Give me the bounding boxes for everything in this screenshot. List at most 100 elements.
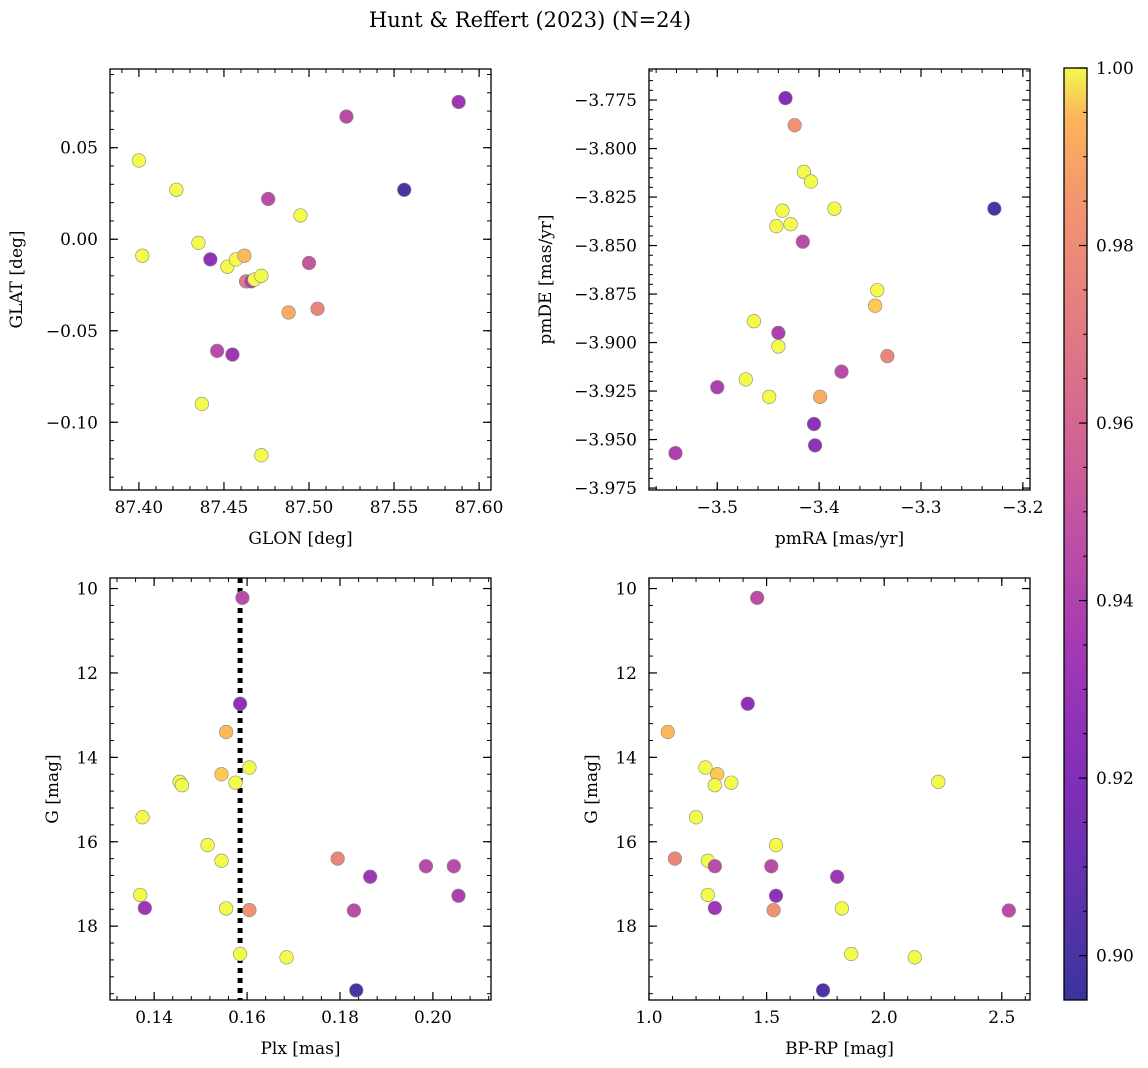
points-cmd — [660, 590, 1016, 998]
data-point — [191, 235, 206, 250]
ytick-label: −3.825 — [574, 188, 637, 208]
data-point — [137, 900, 152, 916]
data-point — [768, 838, 784, 853]
ytick-label: 16 — [615, 833, 637, 853]
y-axis-label: pmDE [mas/yr] — [536, 214, 556, 344]
ytick-label: −3.800 — [574, 140, 637, 160]
axes-frame — [648, 68, 1031, 491]
axes-frame — [648, 577, 1031, 1001]
xtick-label: 1.5 — [753, 1008, 780, 1028]
panel-sky: 87.40 87.45 87.50 87.55 87.60 −0.10 −0.05 0.00 0… — [7, 68, 504, 549]
data-point — [806, 416, 822, 432]
data-point — [451, 888, 466, 903]
data-point — [235, 590, 250, 605]
data-point — [738, 372, 753, 387]
data-point — [707, 900, 722, 916]
data-point — [418, 859, 434, 874]
data-point — [668, 446, 683, 461]
data-point — [1001, 903, 1016, 918]
ytick-label: 14 — [615, 748, 637, 768]
data-point — [740, 696, 755, 711]
data-point — [194, 396, 209, 412]
ticks-pm — [649, 69, 1030, 490]
data-point — [830, 869, 845, 884]
panel-plx: 0.14 0.16 0.18 0.20 10 12 14 16 18 Plx [mas] G [ma… — [43, 577, 492, 1059]
xtick-label: 0.20 — [414, 1008, 452, 1028]
ytick-label: −3.975 — [574, 479, 637, 499]
data-point — [700, 887, 715, 903]
data-point — [214, 853, 229, 868]
data-point — [339, 109, 354, 124]
data-point — [667, 851, 682, 866]
xtick-label: −3.3 — [900, 498, 941, 518]
data-point — [174, 778, 190, 793]
data-point — [707, 778, 722, 793]
data-point — [787, 118, 802, 133]
colorbar-tick-label: 0.96 — [1096, 414, 1134, 434]
axes-frame — [109, 68, 492, 491]
data-point — [795, 234, 810, 249]
xtick-label: 87.60 — [455, 498, 504, 518]
data-point — [768, 888, 784, 903]
ytick-label: 18 — [615, 917, 637, 937]
data-point — [210, 343, 225, 358]
data-point — [834, 364, 849, 379]
data-point — [783, 217, 798, 232]
data-point — [764, 859, 779, 874]
data-point — [293, 208, 308, 223]
data-point — [762, 389, 777, 404]
data-point — [807, 438, 823, 453]
colorbar: 0.90 0.92 0.94 0.96 0.98 1.00 — [1063, 59, 1134, 1001]
data-point — [346, 903, 362, 918]
ytick-label: −3.925 — [574, 382, 637, 402]
xtick-label: 0.18 — [321, 1008, 359, 1028]
data-point — [232, 946, 248, 962]
data-point — [135, 248, 150, 263]
data-point — [813, 389, 828, 404]
data-point — [397, 182, 412, 197]
y-axis-label: G [mag] — [582, 754, 602, 823]
xtick-label: 2.0 — [871, 1008, 898, 1028]
data-point — [746, 314, 762, 329]
data-point — [931, 774, 946, 789]
panel-cmd: 1.0 1.5 2.0 2.5 10 12 14 16 18 BP-RP [mag] G [mag] — [582, 577, 1031, 1059]
data-point — [279, 950, 294, 965]
colorbar-gradient — [1064, 68, 1087, 1000]
data-point — [710, 380, 725, 395]
data-point — [228, 775, 243, 790]
data-point — [237, 248, 252, 263]
data-point — [815, 983, 831, 998]
panel-pm: −3.5 −3.4 −3.3 −3.2 −3.975 −3.950 −3.925 −3.900… — [536, 68, 1044, 549]
data-point — [310, 301, 325, 316]
ytick-label: 12 — [615, 664, 637, 684]
xtick-label: −3.4 — [798, 498, 839, 518]
ytick-label: −0.10 — [46, 413, 98, 433]
x-axis-label: GLON [deg] — [248, 529, 352, 549]
xtick-label: 87.55 — [370, 498, 419, 518]
ytick-label: −3.900 — [574, 334, 637, 354]
data-point — [203, 252, 218, 267]
data-point — [242, 760, 257, 775]
ytick-label: 12 — [76, 664, 98, 684]
points-pm — [668, 91, 1002, 461]
data-point — [301, 255, 317, 271]
ticks-sky — [110, 69, 491, 490]
data-point — [660, 724, 675, 740]
data-point — [880, 349, 895, 364]
data-point — [219, 724, 234, 740]
data-point — [907, 950, 922, 965]
data-point — [131, 153, 147, 168]
y-axis-label: GLAT [deg] — [7, 230, 27, 328]
data-point — [363, 869, 378, 884]
data-point — [870, 283, 885, 298]
xtick-label: 2.5 — [988, 1008, 1015, 1028]
data-point — [219, 901, 234, 916]
data-point — [242, 903, 257, 918]
ytick-label: 0.00 — [60, 230, 98, 250]
data-point — [775, 203, 790, 218]
data-point — [987, 201, 1002, 216]
data-point — [261, 191, 276, 207]
data-point — [254, 448, 269, 463]
ytick-label: −0.05 — [46, 322, 98, 342]
ytick-label: 10 — [615, 580, 637, 600]
